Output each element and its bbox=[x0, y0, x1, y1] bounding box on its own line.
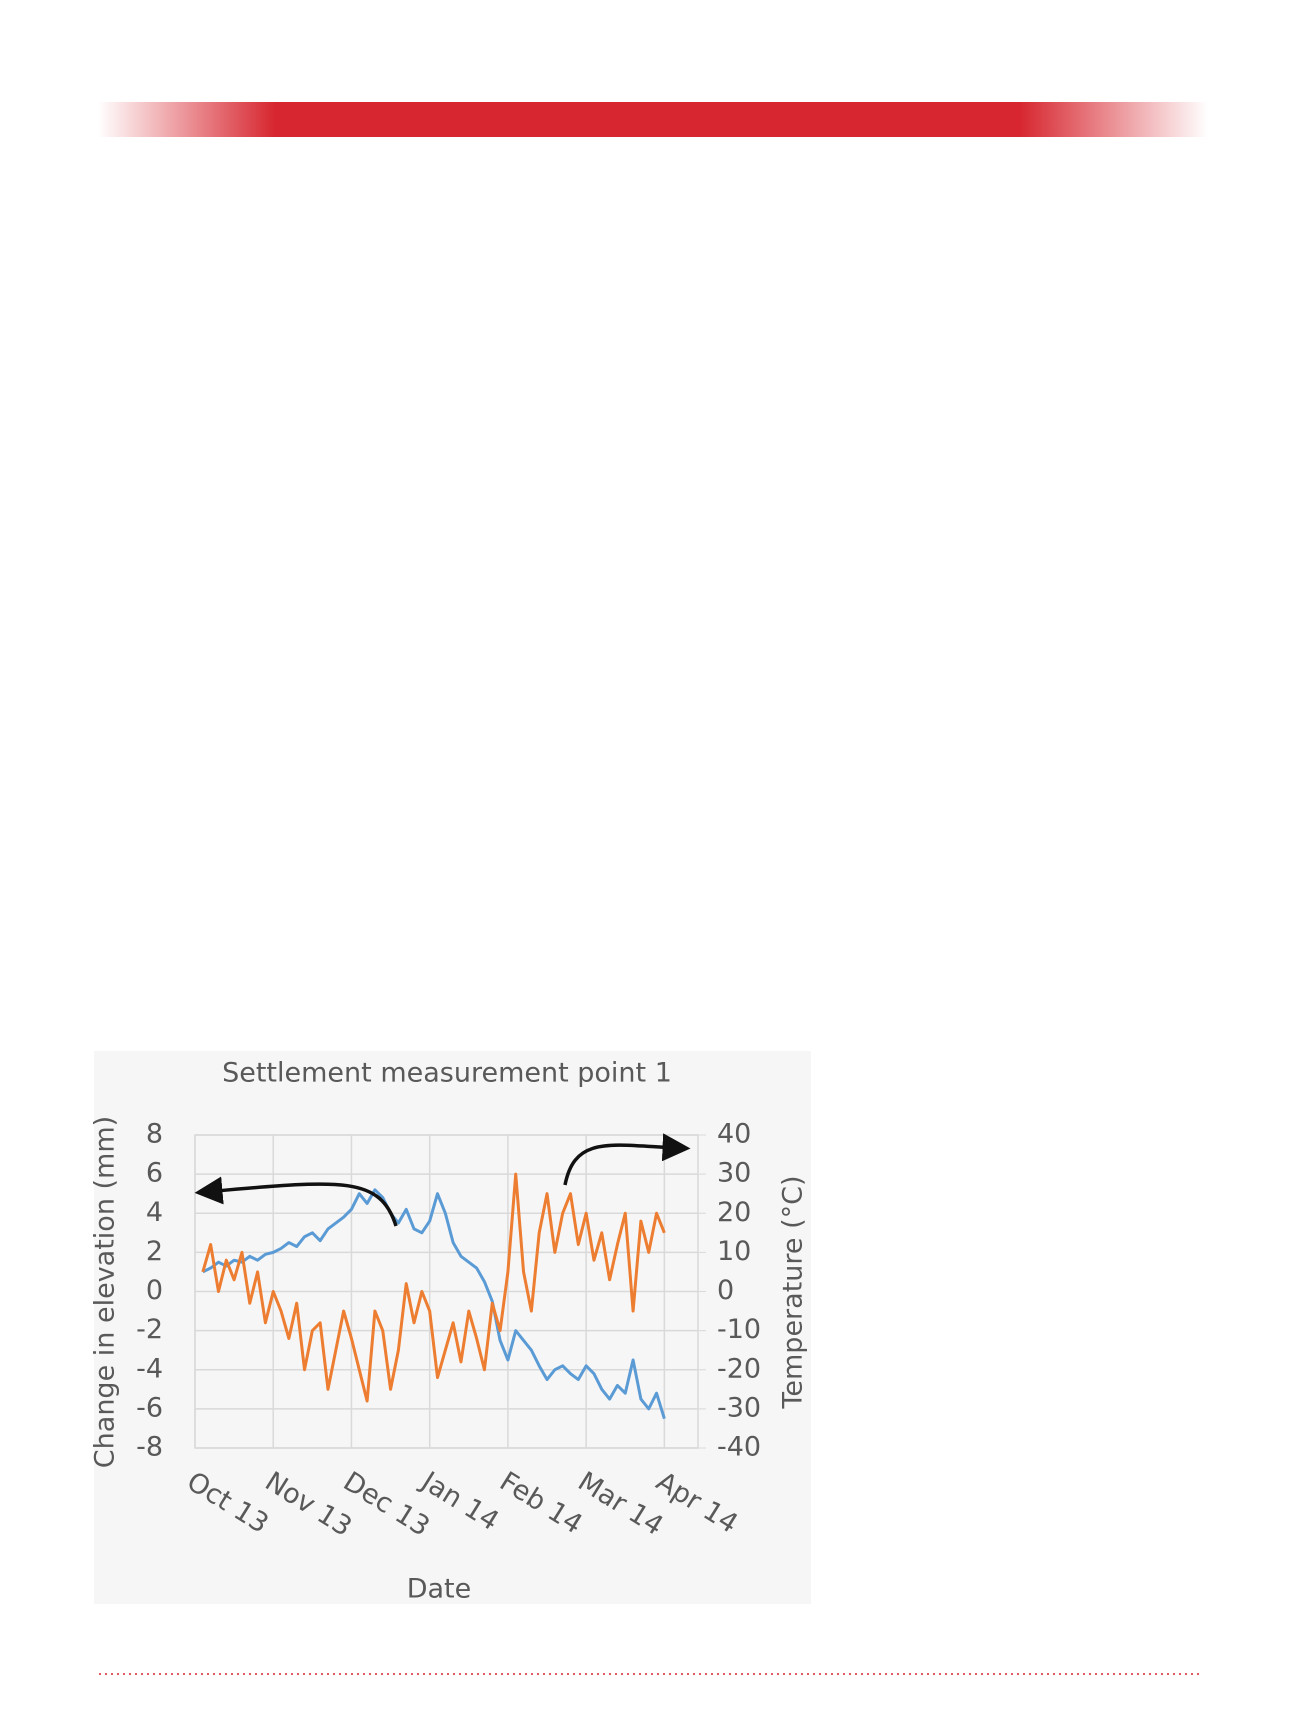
y-tick-label: 2 bbox=[146, 1236, 163, 1267]
y-tick-label: -8 bbox=[136, 1432, 163, 1463]
chart-title: Settlement measurement point 1 bbox=[222, 1058, 672, 1089]
y2-axis-label: Temperature (°C) bbox=[778, 1175, 809, 1409]
header-band bbox=[98, 102, 1208, 137]
x-axis-label: Date bbox=[407, 1574, 472, 1605]
y2-tick-label: -20 bbox=[717, 1353, 761, 1384]
y2-tick-label: -10 bbox=[717, 1314, 761, 1345]
y-tick-label: 0 bbox=[146, 1275, 163, 1306]
y-tick-label: -4 bbox=[136, 1353, 163, 1384]
y-tick-label: 8 bbox=[146, 1119, 163, 1150]
y2-tick-label: -40 bbox=[717, 1432, 761, 1463]
y2-tick-label: 0 bbox=[717, 1275, 734, 1306]
series-line bbox=[201, 1172, 666, 1403]
plot-frame bbox=[194, 1134, 699, 1449]
y2-tick-label: 10 bbox=[717, 1236, 751, 1267]
y-tick-label: 4 bbox=[146, 1197, 163, 1228]
y-tick-label: -6 bbox=[136, 1392, 163, 1423]
y2-tick-label: 20 bbox=[717, 1197, 751, 1228]
y2-tick-label: 40 bbox=[717, 1119, 751, 1150]
arrow-left bbox=[194, 1176, 398, 1227]
y2-tick-label: -30 bbox=[717, 1392, 761, 1423]
series-line bbox=[202, 1188, 666, 1420]
y2-tick-label: 30 bbox=[717, 1158, 751, 1189]
y-axis-label: Change in elevation (mm) bbox=[90, 1116, 121, 1468]
y-tick-label: 6 bbox=[146, 1158, 163, 1189]
arrow-right bbox=[563, 1133, 691, 1186]
y-tick-label: -2 bbox=[136, 1314, 163, 1345]
